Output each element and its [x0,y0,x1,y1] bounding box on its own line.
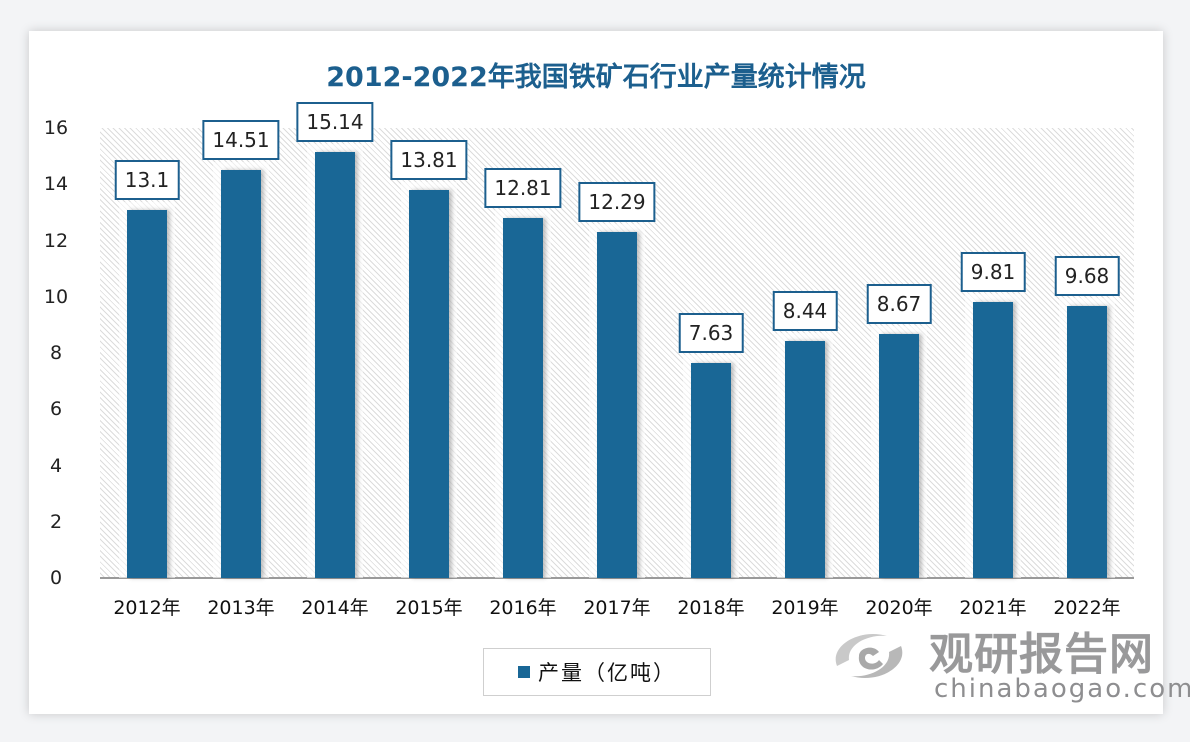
chart-card: 2012-2022年我国铁矿石行业产量统计情况 0 2 4 6 8 10 12 14 16 13.… [29,31,1190,716]
value-label: 9.81 [960,252,1026,293]
bar [785,340,825,578]
bar [973,302,1013,578]
x-tick-label: 2012年 [113,597,181,619]
bar [879,334,919,578]
bar [597,232,637,578]
x-tick-label: 2014年 [301,597,369,619]
watermark-logo-icon [835,634,903,678]
value-label: 12.81 [484,167,562,208]
bar [409,189,449,578]
x-tick-label: 2017年 [583,597,651,619]
x-tick-label: 2021年 [959,597,1027,619]
legend: 产量（亿吨） [483,648,711,696]
y-tick-label: 0 [49,567,63,589]
value-label: 15.14 [296,102,374,143]
value-label: 13.1 [114,159,180,200]
bar [1067,305,1107,578]
x-tick-label: 2018年 [677,597,745,619]
value-label: 7.63 [678,313,744,354]
bar [503,217,543,578]
y-tick-label: 6 [49,398,63,421]
chart-title: 2012-2022年我国铁矿石行业产量统计情况 [326,62,866,93]
y-tick-label: 12 [43,229,69,252]
x-tick-label: 2013年 [207,597,275,619]
x-tick-label: 2016年 [489,597,557,619]
x-tick-label: 2019年 [771,597,839,619]
value-label: 8.44 [772,290,838,331]
x-tick-label: 2022年 [1053,597,1121,619]
x-axis-line [100,577,1134,579]
value-label: 9.68 [1054,255,1120,296]
y-tick-label: 10 [43,285,69,308]
value-label: 12.29 [578,182,656,223]
y-tick-label: 16 [43,117,69,139]
watermark: 观研报告网 chinabaogao.com [829,616,1190,716]
bar [127,209,167,578]
legend-label: 产量（亿吨） [538,661,676,685]
y-tick-label: 2 [49,510,63,533]
bar [315,152,355,578]
legend-swatch [518,666,530,678]
value-label: 14.51 [202,119,280,160]
bar [691,363,731,578]
value-label: 8.67 [866,284,932,325]
x-tick-label: 2020年 [865,597,933,619]
watermark-cn: 观研报告网 [929,629,1154,680]
plot-area: 0 2 4 6 8 10 12 14 16 13.1 2012年 14.51 2013年 15.14 201… [44,102,1134,619]
y-tick-label: 14 [43,173,69,196]
y-tick-label: 8 [49,342,63,364]
y-tick-label: 4 [49,454,63,477]
value-label: 13.81 [390,139,468,180]
x-tick-label: 2015年 [395,597,463,619]
bar [221,169,261,578]
watermark-en: chinabaogao.com [934,674,1190,704]
